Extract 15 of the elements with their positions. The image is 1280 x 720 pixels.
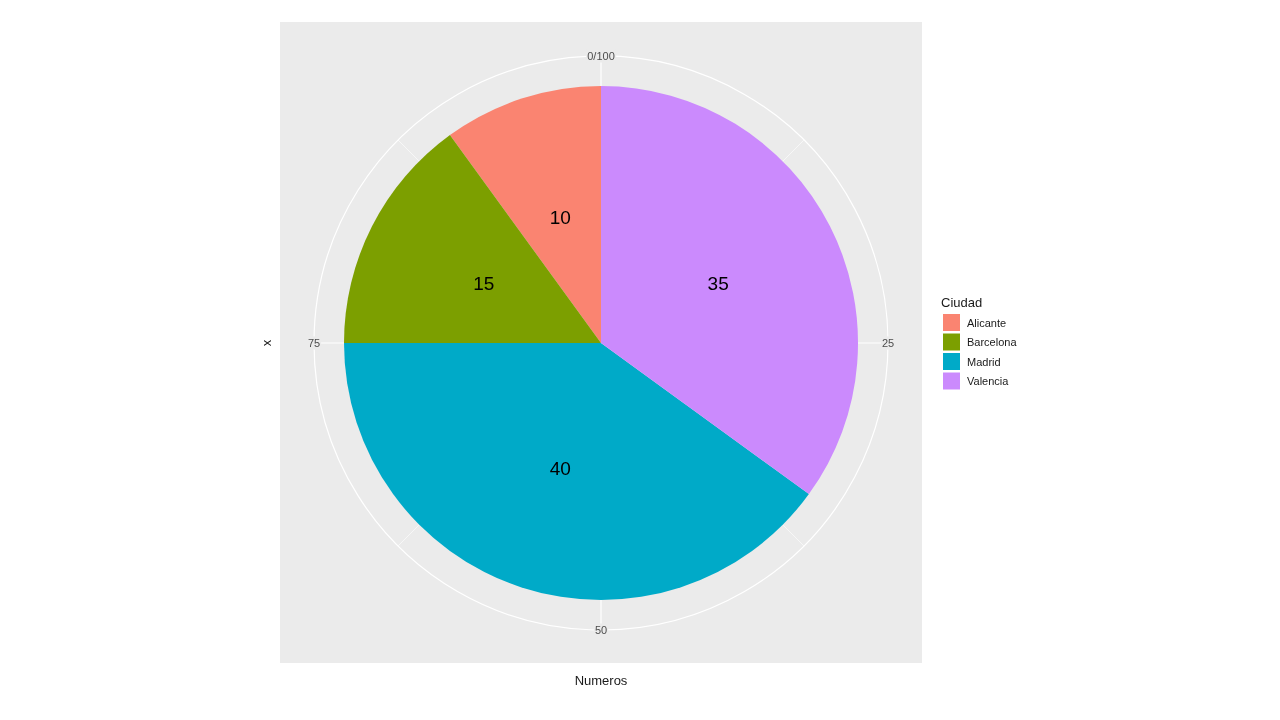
legend-label: Madrid (967, 355, 1001, 368)
text: Numeros (574, 672, 628, 688)
data-label: 40 (549, 457, 571, 479)
text: x (258, 339, 274, 347)
legend-label: Alicante (967, 316, 1007, 329)
data-label: 15 (473, 272, 495, 294)
text: 75 (307, 337, 321, 349)
text: 50 (594, 624, 608, 636)
text: 0/100 (587, 50, 615, 62)
text: 25 (881, 337, 895, 349)
data-label: 10 (549, 207, 571, 229)
legend-title: Ciudad (941, 294, 983, 310)
data-label: 35 (707, 272, 729, 294)
legend-label: Valencia (967, 375, 1010, 387)
legend-label: Barcelona (967, 336, 1018, 348)
